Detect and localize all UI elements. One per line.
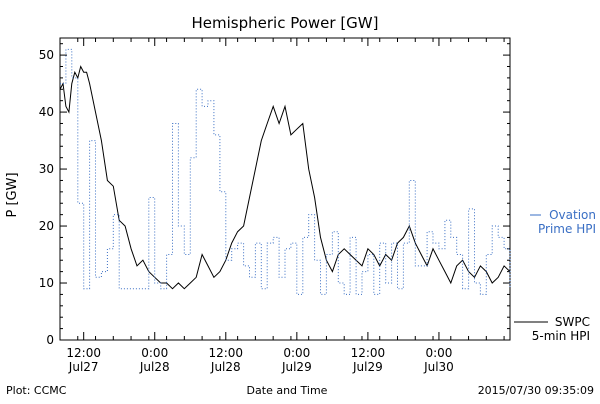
x-tick-label: 12:00 xyxy=(208,346,243,360)
x-tick-label: 0:00 xyxy=(425,346,452,360)
axes: 0102030405012:00Jul270:00Jul2812:00Jul28… xyxy=(39,37,511,374)
x-tick-label: 0:00 xyxy=(283,346,310,360)
x-axis-label: Date and Time xyxy=(247,384,328,397)
x-tick-label: Jul29 xyxy=(352,360,383,374)
x-tick-label: Jul28 xyxy=(210,360,241,374)
y-tick-label: 20 xyxy=(39,219,54,233)
legend-label-ovation: Prime HPI xyxy=(538,222,596,236)
y-tick-label: 30 xyxy=(39,162,54,176)
series-ovation-prime xyxy=(60,48,511,295)
y-tick-label: 40 xyxy=(39,105,54,119)
x-tick-label: Jul27 xyxy=(68,360,99,374)
series-layer xyxy=(59,48,511,295)
y-axis-label: P [GW] xyxy=(5,172,20,217)
x-tick-label: 12:00 xyxy=(351,346,386,360)
y-tick-label: 0 xyxy=(46,333,54,347)
x-tick-label: 0:00 xyxy=(141,346,168,360)
series-swpc xyxy=(59,65,511,290)
x-tick-label: Jul28 xyxy=(139,360,170,374)
y-tick-label: 50 xyxy=(39,48,54,62)
legend-label-ovation: Ovation xyxy=(549,208,596,222)
chart-title: Hemispheric Power [GW] xyxy=(192,14,379,32)
x-tick-label: Jul29 xyxy=(281,360,312,374)
plot-frame xyxy=(59,37,511,341)
footer-timestamp: 2015/07/30 09:35:09 xyxy=(478,384,594,397)
x-tick-label: 12:00 xyxy=(66,346,101,360)
y-tick-label: 10 xyxy=(39,276,54,290)
footer-source: Plot: CCMC xyxy=(6,384,67,397)
x-tick-label: Jul30 xyxy=(423,360,454,374)
legend-label-swpc: SWPC xyxy=(555,315,590,329)
legend-label-swpc: 5-min HPI xyxy=(532,329,590,343)
